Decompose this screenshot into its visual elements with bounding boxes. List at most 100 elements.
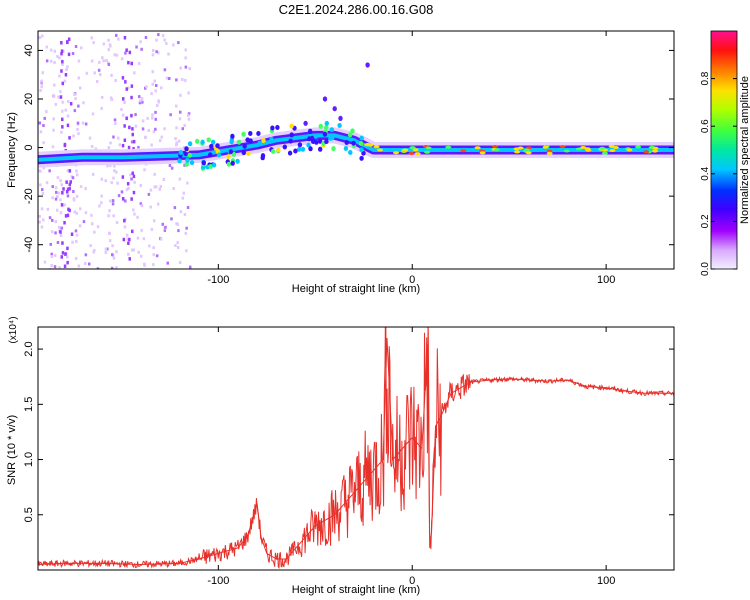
noise-speckle — [58, 225, 61, 229]
amplitude-blob — [359, 135, 364, 141]
noise-speckle — [104, 247, 108, 251]
spectrogram-frame — [37, 30, 675, 270]
amplitude-blob — [359, 147, 364, 153]
noise-speckle — [63, 79, 67, 83]
noise-speckle — [121, 143, 125, 148]
noise-speckle — [111, 202, 115, 206]
noise-speckle — [165, 42, 168, 45]
noise-speckle — [88, 136, 92, 140]
noise-speckle — [139, 254, 143, 258]
noise-speckle — [40, 225, 44, 229]
snr-series-envelope — [38, 337, 674, 566]
colorbar-tick-label: 0.0 — [700, 262, 711, 276]
noise-speckle — [115, 221, 119, 225]
noise-speckle — [54, 186, 58, 190]
noise-speckle — [70, 175, 73, 179]
noise-speckle — [152, 130, 156, 134]
noise-speckle — [40, 85, 43, 89]
amplitude-blob — [300, 146, 306, 152]
noise-speckle — [59, 234, 63, 237]
noise-speckle — [72, 190, 75, 193]
noise-speckle — [120, 108, 123, 111]
noise-speckle — [73, 92, 76, 96]
noise-speckle — [155, 50, 158, 54]
noise-speckle — [176, 222, 179, 226]
amplitude-blob — [270, 148, 276, 154]
noise-speckle — [75, 173, 79, 177]
noise-speckle — [100, 95, 104, 99]
noise-speckle — [58, 56, 61, 60]
amplitude-blob — [412, 148, 419, 152]
noise-speckle — [66, 213, 70, 218]
noise-speckle — [100, 194, 103, 198]
noise-speckle — [158, 139, 162, 143]
amplitude-blob — [652, 146, 659, 150]
noise-speckle — [108, 43, 112, 47]
noise-speckle — [139, 40, 142, 44]
noise-speckle — [56, 55, 59, 58]
noise-speckle — [102, 59, 105, 63]
noise-speckle — [54, 231, 57, 235]
amplitude-blob — [184, 161, 189, 167]
noise-speckle — [127, 186, 130, 190]
amplitude-blob — [178, 150, 183, 155]
noise-speckle — [141, 127, 145, 131]
noise-speckle — [60, 69, 63, 73]
noise-speckle — [89, 244, 92, 248]
noise-speckle — [42, 124, 45, 127]
noise-speckle — [97, 68, 101, 72]
amplitude-blob — [306, 142, 311, 148]
noise-speckle — [63, 264, 67, 268]
noise-speckle — [61, 81, 64, 86]
noise-speckle — [131, 132, 134, 137]
amplitude-blob — [215, 143, 220, 149]
noise-speckle — [115, 250, 118, 254]
noise-speckle — [65, 68, 68, 72]
noise-speckle — [54, 220, 57, 224]
noise-speckle — [152, 246, 155, 250]
noise-speckle — [66, 194, 70, 198]
amplitude-blob — [524, 148, 531, 152]
noise-speckle — [73, 210, 76, 214]
noise-speckle — [74, 97, 77, 101]
noise-speckle — [42, 141, 45, 145]
noise-speckle — [130, 84, 134, 88]
noise-speckle — [155, 84, 158, 87]
noise-speckle — [127, 86, 130, 90]
amplitude-blob — [187, 141, 193, 147]
noise-speckle — [118, 143, 121, 147]
noise-speckle — [150, 143, 153, 147]
noise-speckle — [102, 42, 106, 46]
noise-speckle — [175, 126, 178, 130]
noise-speckle — [52, 117, 55, 121]
noise-speckle — [54, 253, 57, 257]
amplitude-blob — [205, 164, 210, 170]
noise-speckle — [84, 211, 88, 215]
noise-speckle — [45, 110, 48, 114]
noise-speckle — [60, 226, 64, 230]
noise-speckle — [172, 43, 175, 47]
noise-speckle — [54, 102, 58, 106]
noise-speckle — [38, 214, 41, 218]
noise-speckle — [67, 52, 71, 57]
noise-speckle — [66, 123, 70, 128]
noise-speckle — [40, 207, 44, 211]
y-tick-label: 0.5 — [23, 507, 35, 522]
noise-speckle — [38, 121, 42, 125]
noise-speckle — [72, 197, 76, 201]
noise-speckle — [80, 46, 83, 50]
noise-speckle — [187, 117, 191, 121]
noise-speckle — [137, 250, 140, 254]
noise-speckle — [123, 124, 126, 128]
noise-speckle — [112, 214, 115, 218]
noise-speckle — [98, 60, 101, 64]
noise-speckle — [52, 94, 56, 98]
snr-frame — [37, 326, 675, 571]
noise-speckle — [38, 220, 41, 224]
noise-speckle — [151, 113, 154, 117]
noise-speckle — [163, 38, 166, 42]
noise-speckle — [152, 263, 155, 267]
noise-speckle — [74, 256, 78, 260]
noise-speckle — [101, 56, 104, 60]
noise-speckle — [61, 125, 64, 129]
